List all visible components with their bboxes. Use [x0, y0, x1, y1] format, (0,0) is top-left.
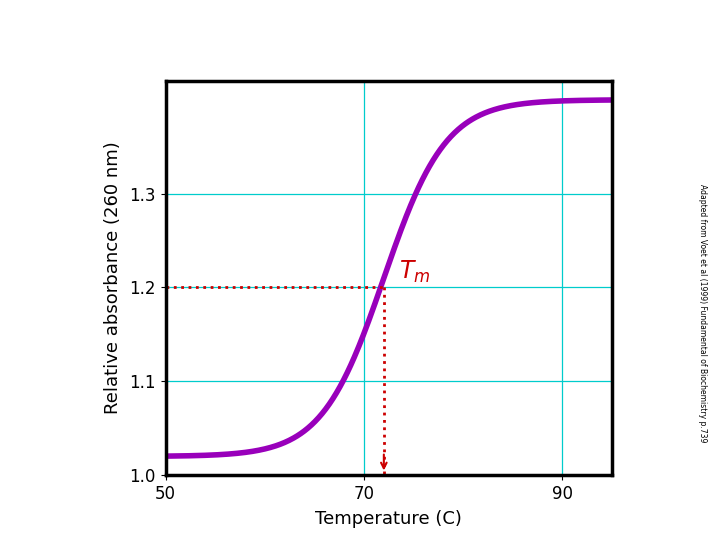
Y-axis label: Relative absorbance (260 nm): Relative absorbance (260 nm)	[104, 141, 122, 415]
Text: $T_m$: $T_m$	[399, 259, 430, 285]
Text: Denaturation of DNA Causes Hyperchromism: Denaturation of DNA Causes Hyperchromism	[9, 17, 711, 45]
Text: Adapted from Voet et al (1999) Fundamental of Biochemistry p.739: Adapted from Voet et al (1999) Fundament…	[698, 184, 706, 442]
X-axis label: Temperature (C): Temperature (C)	[315, 510, 462, 528]
